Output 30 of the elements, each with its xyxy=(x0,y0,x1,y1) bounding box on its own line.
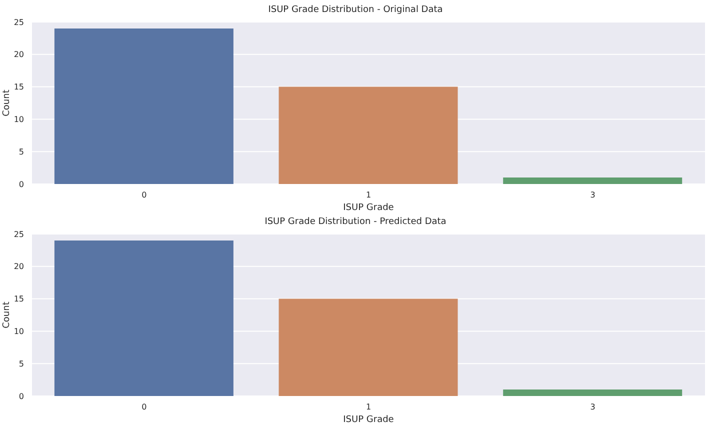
bar xyxy=(503,178,682,184)
y-tick-label: 20 xyxy=(14,50,24,60)
y-tick-label: 25 xyxy=(14,230,24,239)
bar xyxy=(503,390,682,396)
y-tick-label: 10 xyxy=(14,115,24,124)
x-tick-label: 0 xyxy=(142,190,147,200)
x-tick-label: 0 xyxy=(142,402,147,412)
y-tick-label: 5 xyxy=(18,359,24,368)
chart-title: ISUP Grade Distribution - Original Data xyxy=(267,4,444,17)
x-tick-label: 3 xyxy=(590,402,596,412)
y-tick-label: 5 xyxy=(18,147,24,156)
y-axis-title: Count xyxy=(2,89,12,116)
x-tick-label: 3 xyxy=(590,190,596,200)
y-tick-label: 25 xyxy=(14,18,24,27)
y-axis-title: Count xyxy=(2,301,12,328)
y-tick-label: 0 xyxy=(18,180,24,189)
y-tick-label: 10 xyxy=(14,327,24,336)
x-tick-label: 1 xyxy=(366,402,372,412)
bar xyxy=(54,28,234,184)
chart-title: ISUP Grade Distribution - Predicted Data xyxy=(264,216,448,229)
bar xyxy=(278,298,458,396)
bar xyxy=(278,86,458,184)
y-tick-label: 20 xyxy=(14,262,24,272)
y-tick-label: 15 xyxy=(14,82,24,92)
y-tick-label: 15 xyxy=(14,294,24,304)
x-axis-title: ISUP Grade xyxy=(343,415,394,423)
x-axis-title: ISUP Grade xyxy=(343,203,394,213)
bar xyxy=(54,240,234,396)
x-tick-label: 1 xyxy=(366,190,372,200)
y-tick-label: 0 xyxy=(18,392,24,401)
